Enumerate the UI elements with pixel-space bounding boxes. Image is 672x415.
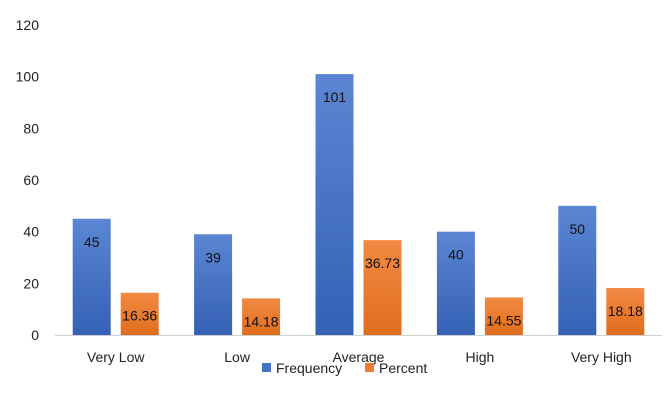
legend: Frequency Percent xyxy=(262,360,427,376)
x-category-label: Very High xyxy=(571,349,632,365)
y-tick-label: 100 xyxy=(16,69,40,85)
data-label-percent: 16.36 xyxy=(122,308,157,324)
x-category-label: Average xyxy=(333,349,385,365)
data-label-percent: 14.18 xyxy=(244,313,279,329)
bars-layer xyxy=(72,74,645,335)
bar-percent-very-high xyxy=(606,288,645,335)
data-label-frequency: 50 xyxy=(570,221,586,237)
bar-frequency-average xyxy=(315,74,354,335)
data-label-percent: 18.18 xyxy=(608,303,643,319)
y-tick-label: 40 xyxy=(23,224,39,240)
data-label-percent: 36.73 xyxy=(365,255,400,271)
data-label-percent: 14.55 xyxy=(486,312,521,328)
data-label-frequency: 39 xyxy=(205,249,221,265)
bar-frequency-low xyxy=(194,234,233,335)
legend-swatch-frequency xyxy=(262,363,271,372)
data-label-frequency: 101 xyxy=(323,89,347,105)
bar-frequency-high xyxy=(436,231,475,335)
y-tick-label: 80 xyxy=(23,120,39,136)
y-axis: 0 20 40 60 80 100 120 xyxy=(16,17,40,343)
bar-percent-average xyxy=(363,240,402,335)
bar-percent-low xyxy=(242,298,281,335)
data-label-frequency: 40 xyxy=(448,247,464,263)
y-tick-label: 120 xyxy=(16,17,40,33)
bar-frequency-very-high xyxy=(558,205,597,335)
bar-frequency-very-low xyxy=(72,218,111,335)
data-label-frequency: 45 xyxy=(84,234,100,250)
y-tick-label: 60 xyxy=(23,172,39,188)
x-category-label: High xyxy=(466,349,495,365)
data-labels-layer: 45 16.36 39 14.18 101 36.73 40 14.55 50 18.18 xyxy=(84,89,643,329)
x-category-label: Very Low xyxy=(87,349,145,365)
bar-percent-high xyxy=(484,297,523,335)
bar-percent-very-low xyxy=(120,292,159,335)
x-axis: Very Low Low Average High Very High xyxy=(55,335,662,365)
y-tick-label: 0 xyxy=(31,327,39,343)
legend-label-frequency: Frequency xyxy=(276,360,342,376)
legend-swatch-percent xyxy=(365,363,374,372)
y-tick-label: 20 xyxy=(23,275,39,291)
x-category-label: Low xyxy=(224,349,251,365)
legend-label-percent: Percent xyxy=(379,360,427,376)
